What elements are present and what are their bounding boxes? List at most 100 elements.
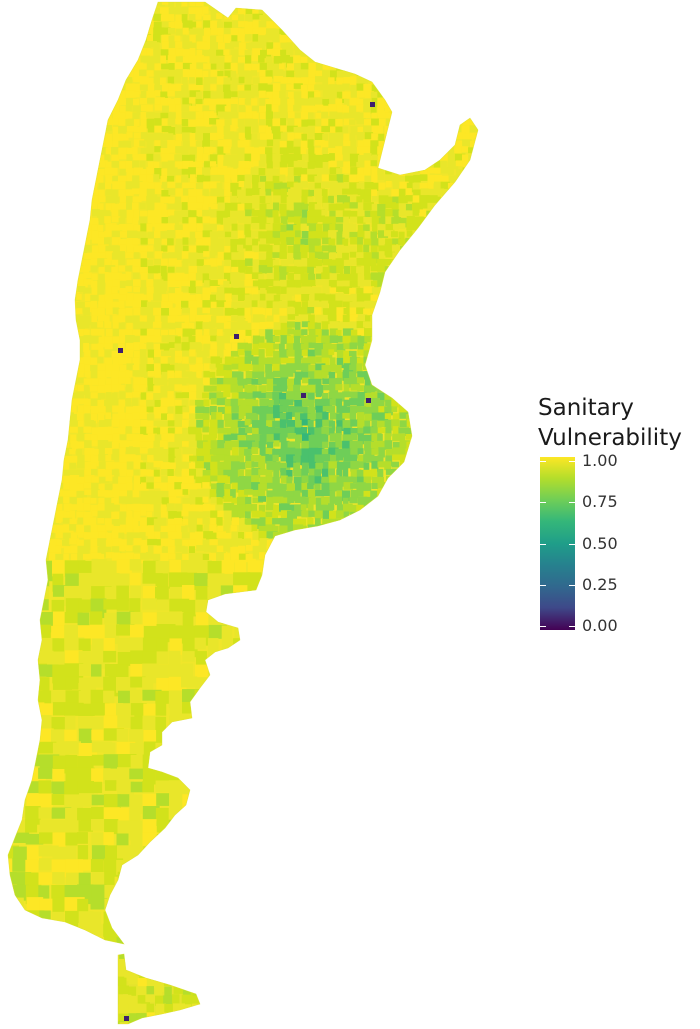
map-cell: [252, 147, 262, 157]
map-cell: [419, 350, 430, 360]
map-cell: [490, 210, 501, 217]
map-cell: [0, 160, 7, 170]
map-cell: [69, 7, 79, 16]
map-cell: [371, 203, 381, 214]
map-cell: [244, 146, 255, 155]
map-cell: [119, 329, 129, 338]
map-cell: [112, 315, 122, 323]
map-cell: [308, 447, 319, 458]
map-cell: [56, 286, 64, 296]
map-cell: [42, 301, 49, 312]
map-cell: [301, 77, 311, 85]
map-cell: [251, 153, 262, 162]
map-cell: [154, 140, 161, 150]
map-cell: [497, 209, 504, 216]
map-cell: [426, 272, 434, 280]
map-cell: [216, 384, 227, 391]
map-cell: [182, 132, 192, 141]
map-cell: [468, 42, 477, 50]
map-cell: [322, 42, 330, 50]
map-cell: [245, 209, 252, 219]
map-cell: [490, 273, 497, 282]
map-cell: [454, 224, 462, 234]
map-cell: [119, 98, 126, 105]
map-cell: [266, 378, 275, 386]
map-cell: [83, 230, 95, 240]
map-cell: [27, 48, 34, 58]
map-cell: [294, 441, 301, 450]
map-cell: [77, 112, 84, 120]
map-cell: [434, 463, 443, 471]
map-cell: [259, 293, 266, 305]
map-cell: [56, 258, 65, 264]
map-cell: [126, 217, 134, 224]
map-cell: [90, 140, 100, 147]
map-cell: [336, 168, 345, 176]
map-cell: [364, 392, 376, 399]
map-cell: [153, 27, 165, 35]
map-cell: [217, 419, 224, 429]
map-cell: [245, 405, 257, 415]
map-cell: [455, 188, 463, 198]
map-cell: [448, 146, 455, 154]
map-cell: [14, 154, 23, 163]
map-cell: [63, 70, 75, 77]
map-cell: [419, 111, 430, 120]
map-cell: [20, 259, 28, 271]
map-cell: [329, 433, 338, 442]
map-cell: [462, 111, 473, 118]
map-cell: [245, 76, 252, 85]
map-cell: [169, 322, 176, 330]
map-cell: [321, 314, 328, 322]
map-cell: [146, 223, 153, 233]
map-cell: [483, 246, 491, 257]
map-cell: [105, 76, 115, 82]
map-cell: [175, 56, 186, 63]
map-cell: [335, 188, 344, 197]
map-cell: [496, 378, 505, 389]
map-cell: [497, 455, 506, 462]
map-cell: [293, 455, 304, 465]
map-cell: [336, 104, 347, 114]
map-cell: [8, 398, 9, 405]
map-cell: [301, 321, 310, 328]
map-cell: [384, 230, 394, 237]
map-cell: [112, 279, 122, 291]
map-cell: [49, 28, 60, 39]
map-cell: [140, 6, 150, 14]
map-cell: [364, 188, 376, 197]
map-cell: [104, 315, 110, 323]
map-cell: [441, 202, 448, 212]
map-cell: [344, 98, 355, 109]
map-cell: [119, 181, 131, 190]
map-cell: [280, 462, 291, 473]
map-cell: [126, 168, 135, 176]
map-cell: [168, 2, 174, 12]
map-cell: [42, 350, 54, 361]
map-cell: [448, 231, 459, 242]
map-cell: [97, 280, 105, 290]
map-cell: [63, 2, 70, 11]
map-cell: [475, 49, 478, 59]
map-cell: [378, 301, 387, 313]
map-cell: [20, 335, 28, 343]
map-cell: [126, 154, 133, 163]
map-cell: [321, 105, 331, 116]
map-cell: [252, 280, 261, 287]
map-cell: [203, 63, 211, 70]
map-cell: [273, 189, 282, 200]
map-cell: [393, 7, 401, 16]
map-cell: [98, 160, 108, 168]
map-cell: [440, 244, 448, 254]
map-cell: [490, 7, 497, 14]
map-cell: [476, 244, 478, 256]
map-cell: [182, 377, 192, 384]
map-cell: [498, 350, 506, 357]
map-cell: [377, 111, 389, 119]
map-cell: [112, 181, 122, 190]
map-cell: [168, 252, 178, 259]
map-cell: [357, 76, 368, 87]
map-cell: [189, 483, 198, 492]
map-cell: [34, 469, 46, 481]
map-cell: [218, 42, 228, 49]
